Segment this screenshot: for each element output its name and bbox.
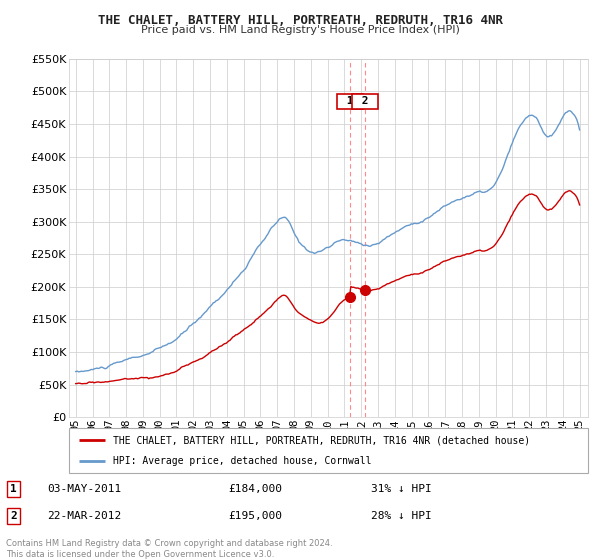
Text: Price paid vs. HM Land Registry's House Price Index (HPI): Price paid vs. HM Land Registry's House … [140, 25, 460, 35]
Text: 2: 2 [355, 96, 375, 106]
Text: Contains HM Land Registry data © Crown copyright and database right 2024.
This d: Contains HM Land Registry data © Crown c… [6, 539, 332, 559]
FancyBboxPatch shape [69, 428, 588, 473]
Text: 1: 1 [340, 96, 361, 106]
Text: THE CHALET, BATTERY HILL, PORTREATH, REDRUTH, TR16 4NR: THE CHALET, BATTERY HILL, PORTREATH, RED… [97, 14, 503, 27]
Text: 03-MAY-2011: 03-MAY-2011 [47, 484, 122, 494]
Text: £195,000: £195,000 [229, 511, 283, 521]
Text: 28% ↓ HPI: 28% ↓ HPI [371, 511, 432, 521]
Text: 22-MAR-2012: 22-MAR-2012 [47, 511, 122, 521]
Text: 2: 2 [10, 511, 17, 521]
Text: 31% ↓ HPI: 31% ↓ HPI [371, 484, 432, 494]
Text: HPI: Average price, detached house, Cornwall: HPI: Average price, detached house, Corn… [113, 456, 371, 466]
Text: 1: 1 [10, 484, 17, 494]
Text: £184,000: £184,000 [229, 484, 283, 494]
Text: THE CHALET, BATTERY HILL, PORTREATH, REDRUTH, TR16 4NR (detached house): THE CHALET, BATTERY HILL, PORTREATH, RED… [113, 436, 530, 446]
